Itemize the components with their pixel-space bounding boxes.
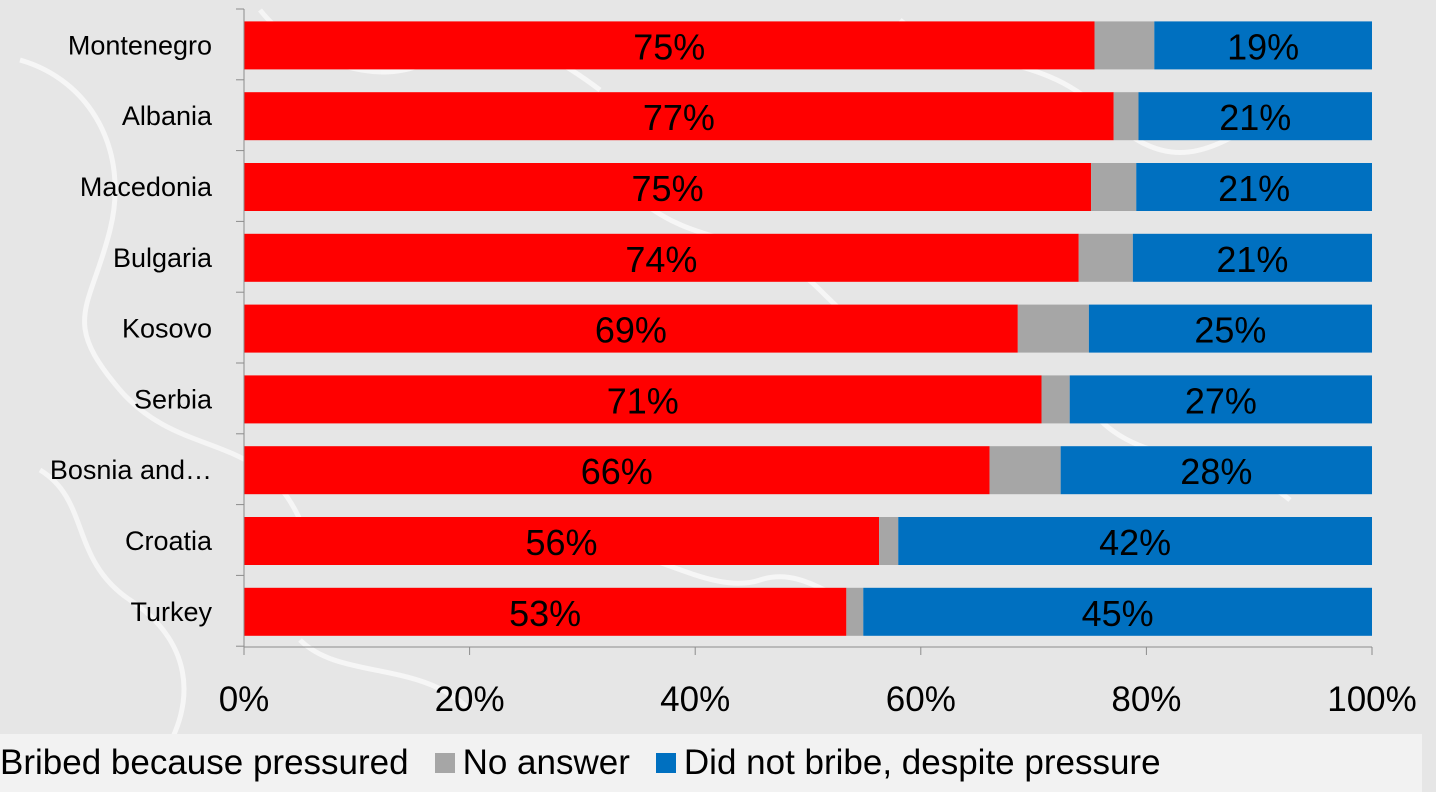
category-label-bulgaria: Bulgaria (113, 243, 213, 273)
bar-no-answer-kosovo (1017, 304, 1089, 353)
bar-did-not-bribe-bosnia-and (1060, 446, 1372, 495)
data-label-did-not-bribe-macedonia: 21% (1218, 168, 1290, 209)
legend-label-bribed: Bribed because pressured (0, 743, 409, 782)
bar-bribed-serbia (244, 375, 1042, 424)
bar-no-answer-bosnia-and (989, 446, 1061, 495)
category-label-croatia: Croatia (125, 526, 213, 556)
bar-bribed-albania (244, 92, 1114, 141)
bar-did-not-bribe-kosovo (1088, 304, 1372, 353)
bar-no-answer-montenegro (1094, 21, 1155, 70)
bar-bribed-montenegro (244, 21, 1095, 70)
legend-swatch-did-not-bribe (655, 753, 676, 773)
bar-did-not-bribe-croatia (898, 517, 1372, 565)
data-label-did-not-bribe-serbia: 27% (1185, 380, 1257, 421)
data-label-did-not-bribe-montenegro: 19% (1227, 26, 1299, 67)
category-label-montenegro: Montenegro (68, 30, 212, 60)
x-tick-label: 40% (660, 680, 730, 719)
legend-label-did-not-bribe: Did not bribe, despite pressure (683, 743, 1161, 782)
bar-no-answer-macedonia (1091, 163, 1137, 211)
bar-no-answer-turkey (846, 587, 864, 636)
data-label-did-not-bribe-kosovo: 25% (1194, 310, 1266, 351)
data-label-did-not-bribe-turkey: 45% (1082, 593, 1154, 634)
bar-did-not-bribe-bulgaria (1132, 233, 1372, 282)
x-tick-label: 80% (1111, 680, 1181, 719)
labels-layer: 75% 19% Montenegro 77% 21% Albania 75% 21% Maced… (50, 26, 1417, 719)
data-label-did-not-bribe-bulgaria: 21% (1216, 239, 1288, 280)
data-label-bribed-bulgaria: 74% (625, 239, 697, 280)
category-label-serbia: Serbia (134, 384, 213, 414)
bar-did-not-bribe-albania (1138, 92, 1372, 141)
data-label-did-not-bribe-albania: 21% (1219, 97, 1291, 138)
data-label-did-not-bribe-bosnia-and: 28% (1180, 451, 1252, 492)
bar-bribed-kosovo (244, 304, 1018, 353)
data-label-bribed-albania: 77% (643, 97, 715, 138)
legend-swatch-no-answer (434, 753, 455, 773)
bar-no-answer-serbia (1041, 375, 1070, 424)
data-label-bribed-turkey: 53% (509, 593, 581, 634)
data-label-did-not-bribe-croatia: 42% (1099, 522, 1171, 563)
x-tick-label: 0% (219, 680, 270, 719)
category-label-kosovo: Kosovo (122, 314, 212, 344)
axis-layer (236, 8, 1373, 655)
category-label-macedonia: Macedonia (80, 172, 213, 202)
legend-item-did-not-bribe: Did not bribe, despite pressure (655, 743, 1161, 783)
category-label-bosnia-and: Bosnia and… (50, 455, 212, 485)
category-label-albania: Albania (122, 101, 213, 131)
bar-did-not-bribe-serbia (1069, 375, 1372, 424)
bar-bribed-turkey (244, 587, 847, 636)
x-tick-label: 100% (1327, 680, 1417, 719)
data-label-bribed-bosnia-and: 66% (581, 451, 653, 492)
bar-bribed-bulgaria (244, 233, 1079, 282)
bar-bribed-croatia (244, 517, 880, 565)
legend-item-no-answer: No answer (434, 743, 630, 783)
bar-bribed-bosnia-and (244, 446, 990, 495)
data-label-bribed-montenegro: 75% (633, 26, 705, 67)
category-label-turkey: Turkey (130, 597, 212, 627)
bar-did-not-bribe-turkey (863, 587, 1372, 636)
legend-label-no-answer: No answer (462, 743, 630, 782)
data-label-bribed-croatia: 56% (526, 522, 598, 563)
bar-no-answer-croatia (879, 517, 899, 565)
data-label-bribed-macedonia: 75% (632, 168, 704, 209)
x-tick-label: 20% (435, 680, 505, 719)
bar-did-not-bribe-macedonia (1136, 163, 1372, 211)
bar-bribed-macedonia (244, 163, 1092, 211)
bar-did-not-bribe-montenegro (1154, 21, 1372, 70)
data-label-bribed-kosovo: 69% (595, 310, 667, 351)
data-label-bribed-serbia: 71% (607, 380, 679, 421)
bar-no-answer-bulgaria (1078, 233, 1133, 282)
legend: Bribed because pressured No answer Did n… (0, 734, 1422, 792)
bar-no-answer-albania (1113, 92, 1139, 141)
legend-item-bribed: Bribed because pressured (0, 743, 409, 783)
bars-layer (244, 21, 1372, 636)
x-tick-label: 60% (886, 680, 956, 719)
